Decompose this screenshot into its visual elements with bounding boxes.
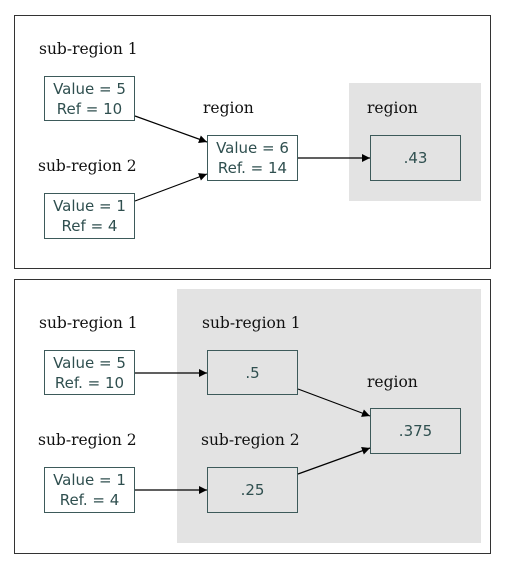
bottom-ratio-2-box: .25 <box>207 467 298 513</box>
top-sub-region-1-value: Value = 5 <box>53 79 126 98</box>
bottom-ratio-2-value: .25 <box>240 481 265 499</box>
top-sub-region-2-value: Value = 1 <box>53 197 126 215</box>
bottom-sub-region-2-box: Value = 1 Ref. = 4 <box>44 467 135 513</box>
top-sub-region-1-label: sub-region 1 <box>39 40 138 58</box>
top-result-label: region <box>367 99 418 117</box>
bottom-result-value: .375 <box>398 422 433 440</box>
bottom-result-label: region <box>367 373 418 391</box>
top-region-box: Value = 6 Ref. = 14 <box>207 135 298 181</box>
bottom-sub-region-1-label: sub-region 1 <box>39 314 138 332</box>
arrow-bottom-ratio2-to-result <box>297 446 371 475</box>
arrow-top-sub2-to-region <box>134 173 208 202</box>
bottom-sub-region-1-ref: Ref. = 10 <box>54 373 125 392</box>
bottom-sub-region-1-box: Value = 5 Ref. = 10 <box>44 350 135 395</box>
top-region-ref: Ref. = 14 <box>217 159 288 177</box>
top-sub-region-2-ref: Ref = 4 <box>61 217 118 235</box>
top-result-value: .43 <box>403 149 428 167</box>
arrow-top-sub1-to-region <box>134 115 208 144</box>
top-region-value: Value = 6 <box>216 139 289 157</box>
arrow-bottom-ratio1-to-result <box>297 388 371 417</box>
bottom-sub-region-1-value: Value = 5 <box>53 353 126 372</box>
top-sub-region-2-box: Value = 1 Ref = 4 <box>44 193 135 239</box>
bottom-ratio-1-value: .5 <box>245 363 260 382</box>
top-sub-region-2-label: sub-region 2 <box>38 157 137 175</box>
bottom-sub-region-2-ref: Ref. = 4 <box>59 491 120 509</box>
bottom-sub-region-2-label: sub-region 2 <box>38 431 137 449</box>
bottom-result-box: .375 <box>370 408 461 454</box>
top-sub-region-1-ref: Ref = 10 <box>56 99 123 118</box>
bottom-ratio-2-label: sub-region 2 <box>201 431 300 449</box>
bottom-sub-region-2-value: Value = 1 <box>53 471 126 489</box>
top-region-label: region <box>203 99 254 117</box>
top-sub-region-1-box: Value = 5 Ref = 10 <box>44 76 135 121</box>
top-result-box: .43 <box>370 135 461 181</box>
bottom-ratio-1-box: .5 <box>207 350 298 395</box>
bottom-ratio-1-label: sub-region 1 <box>202 314 301 332</box>
